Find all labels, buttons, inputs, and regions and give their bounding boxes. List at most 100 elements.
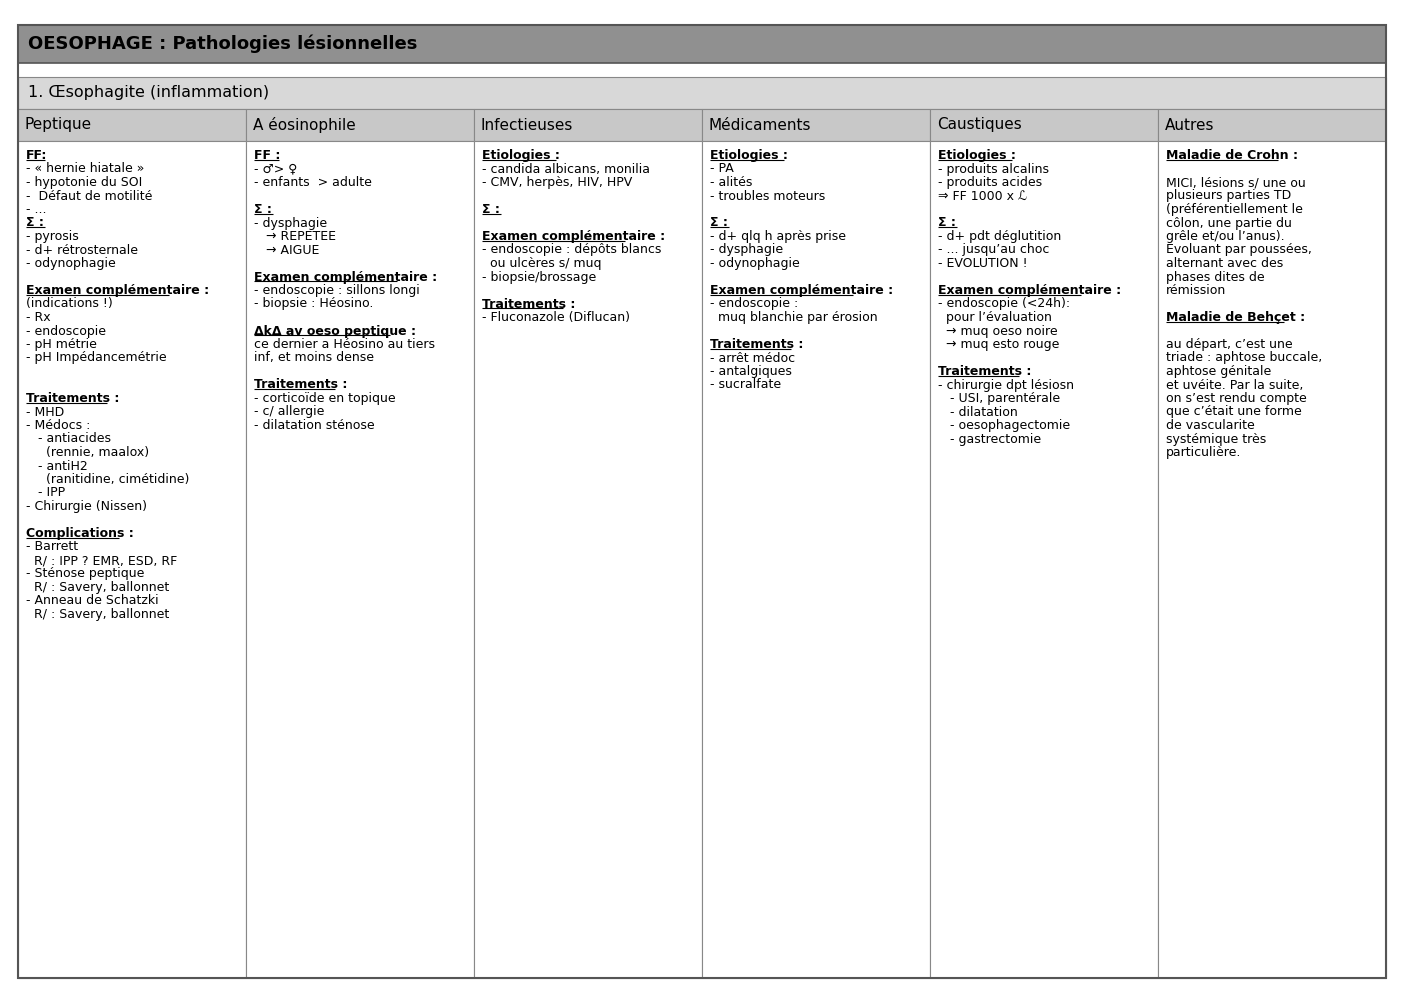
- Text: ⇒ FF 1000 x ℒ: ⇒ FF 1000 x ℒ: [938, 190, 1026, 203]
- Text: - MHD: - MHD: [27, 405, 65, 418]
- Text: particulière.: particulière.: [1165, 446, 1241, 459]
- Text: au départ, c’est une: au départ, c’est une: [1165, 338, 1293, 351]
- Text: Traitements :: Traitements :: [710, 338, 803, 351]
- Text: R/ : IPP ? EMR, ESD, RF: R/ : IPP ? EMR, ESD, RF: [27, 554, 177, 567]
- Text: - PA: - PA: [710, 163, 734, 176]
- Text: Σ :: Σ :: [710, 216, 727, 229]
- Text: Σ :: Σ :: [254, 203, 272, 216]
- Text: → REPETEE: → REPETEE: [254, 230, 336, 243]
- Text: - dilatation: - dilatation: [938, 405, 1018, 418]
- Text: OESOPHAGE : Pathologies lésionnelles: OESOPHAGE : Pathologies lésionnelles: [28, 35, 417, 54]
- Text: Traitements :: Traitements :: [482, 298, 576, 311]
- Text: et uvéite. Par la suite,: et uvéite. Par la suite,: [1165, 378, 1303, 391]
- Bar: [18, 141, 246, 978]
- Text: systémique très: systémique très: [1165, 433, 1266, 446]
- Text: Evoluant par poussées,: Evoluant par poussées,: [1165, 243, 1311, 256]
- Text: → muq esto rouge: → muq esto rouge: [938, 338, 1060, 351]
- Text: - d+ pdt déglutition: - d+ pdt déglutition: [938, 230, 1061, 243]
- Text: -  Défaut de motilité: - Défaut de motilité: [27, 190, 153, 203]
- Text: - hypotonie du SOI: - hypotonie du SOI: [27, 176, 142, 189]
- Text: Examen complémentaire :: Examen complémentaire :: [254, 270, 437, 283]
- Text: - dilatation sténose: - dilatation sténose: [254, 419, 375, 432]
- Text: - Anneau de Schatzki: - Anneau de Schatzki: [27, 595, 159, 608]
- Text: - dysphagie: - dysphagie: [710, 243, 783, 256]
- Text: - enfants  > adulte: - enfants > adulte: [254, 176, 372, 189]
- Text: rémission: rémission: [1165, 284, 1226, 297]
- Text: - candida albicans, monilia: - candida albicans, monilia: [482, 163, 650, 176]
- Text: - antiH2: - antiH2: [27, 460, 87, 473]
- Text: Caustiques: Caustiques: [936, 117, 1022, 132]
- Text: (indications !): (indications !): [27, 298, 112, 311]
- Text: - arrêt médoc: - arrêt médoc: [710, 352, 795, 364]
- Bar: [1158, 109, 1386, 141]
- Text: - c/ allergie: - c/ allergie: [254, 405, 324, 418]
- Text: Σ :: Σ :: [938, 216, 956, 229]
- Text: Examen complémentaire :: Examen complémentaire :: [482, 230, 665, 243]
- Text: plusieurs parties TD: plusieurs parties TD: [1165, 190, 1292, 203]
- Text: Examen complémentaire :: Examen complémentaire :: [938, 284, 1122, 297]
- Text: Complications :: Complications :: [27, 527, 133, 540]
- Bar: [475, 109, 702, 141]
- Text: - antalgiques: - antalgiques: [710, 365, 792, 378]
- Text: - odynophagie: - odynophagie: [27, 257, 115, 270]
- Bar: [18, 25, 1386, 63]
- Text: on s’est rendu compte: on s’est rendu compte: [1165, 392, 1307, 405]
- Text: - gastrectomie: - gastrectomie: [938, 433, 1042, 446]
- Text: phases dites de: phases dites de: [1165, 270, 1265, 283]
- Text: que c’était une forme: que c’était une forme: [1165, 405, 1302, 418]
- Text: Traitements :: Traitements :: [938, 365, 1032, 378]
- Text: - d+ qlq h après prise: - d+ qlq h après prise: [710, 230, 847, 243]
- Text: triade : aphtose buccale,: triade : aphtose buccale,: [1165, 352, 1323, 364]
- Text: Traitements :: Traitements :: [254, 378, 347, 391]
- Text: muq blanchie par érosion: muq blanchie par érosion: [710, 311, 878, 324]
- Text: - pH métrie: - pH métrie: [27, 338, 97, 351]
- Text: R/ : Savery, ballonnet: R/ : Savery, ballonnet: [27, 608, 170, 621]
- Text: - biopsie : Héosino.: - biopsie : Héosino.: [254, 298, 373, 311]
- Text: - EVOLUTION !: - EVOLUTION !: [938, 257, 1028, 270]
- Text: - alités: - alités: [710, 176, 753, 189]
- Text: Autres: Autres: [1165, 117, 1214, 132]
- Text: - ... jusqu’au choc: - ... jusqu’au choc: [938, 243, 1049, 256]
- Bar: [18, 77, 1386, 109]
- Text: - chirurgie dpt lésiosn: - chirurgie dpt lésiosn: [938, 378, 1074, 391]
- Text: inf, et moins dense: inf, et moins dense: [254, 352, 373, 364]
- Text: - corticoïde en topique: - corticoïde en topique: [254, 392, 396, 405]
- Text: - d+ rétrosternale: - d+ rétrosternale: [27, 243, 138, 256]
- Text: - Chirurgie (Nissen): - Chirurgie (Nissen): [27, 500, 147, 513]
- Text: 1. Œsophagite (inflammation): 1. Œsophagite (inflammation): [28, 85, 270, 100]
- Text: - dysphagie: - dysphagie: [254, 216, 327, 229]
- Text: - IPP: - IPP: [27, 487, 65, 499]
- Text: - endoscopie :: - endoscopie :: [710, 298, 799, 311]
- Text: FF :: FF :: [254, 149, 281, 162]
- Text: - endoscopie : dépôts blancs: - endoscopie : dépôts blancs: [482, 243, 661, 256]
- Text: Σ :: Σ :: [482, 203, 500, 216]
- Text: Examen complémentaire :: Examen complémentaire :: [27, 284, 209, 297]
- Text: - produits acides: - produits acides: [938, 176, 1042, 189]
- Bar: [475, 141, 702, 978]
- Text: - ♂> ♀: - ♂> ♀: [254, 163, 298, 176]
- Text: Médicaments: Médicaments: [709, 117, 812, 132]
- Text: → muq oeso noire: → muq oeso noire: [938, 325, 1057, 338]
- Text: R/ : Savery, ballonnet: R/ : Savery, ballonnet: [27, 581, 170, 594]
- Text: ou ulcères s/ muq: ou ulcères s/ muq: [482, 257, 601, 270]
- Bar: [929, 109, 1158, 141]
- Text: (ranitidine, cimétidine): (ranitidine, cimétidine): [27, 473, 190, 486]
- Text: grêle et/ou l’anus).: grêle et/ou l’anus).: [1165, 230, 1285, 243]
- Text: Σ :: Σ :: [27, 216, 44, 229]
- Text: - Médocs :: - Médocs :: [27, 419, 90, 432]
- Text: ΔkΔ av oeso peptique :: ΔkΔ av oeso peptique :: [254, 325, 416, 338]
- Bar: [18, 109, 246, 141]
- Text: FF:: FF:: [27, 149, 48, 162]
- Text: - « hernie hiatale »: - « hernie hiatale »: [27, 163, 145, 176]
- Text: côlon, une partie du: côlon, une partie du: [1165, 216, 1292, 229]
- Text: - produits alcalins: - produits alcalins: [938, 163, 1049, 176]
- Bar: [702, 109, 929, 141]
- Text: ce dernier a Héosino au tiers: ce dernier a Héosino au tiers: [254, 338, 435, 351]
- Text: - endoscopie (<24h):: - endoscopie (<24h):: [938, 298, 1070, 311]
- Bar: [246, 141, 475, 978]
- Text: alternant avec des: alternant avec des: [1165, 257, 1283, 270]
- Text: Traitements :: Traitements :: [27, 392, 119, 405]
- Text: Etiologies :: Etiologies :: [938, 149, 1016, 162]
- Text: Etiologies :: Etiologies :: [710, 149, 788, 162]
- Text: - Fluconazole (Diflucan): - Fluconazole (Diflucan): [482, 311, 630, 324]
